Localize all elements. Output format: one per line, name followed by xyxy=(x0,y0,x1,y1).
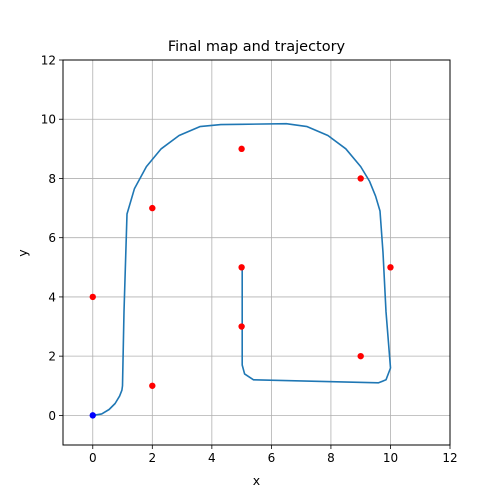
landmark-point xyxy=(238,146,244,152)
y-tick-label: 12 xyxy=(41,54,56,68)
y-tick-label: 0 xyxy=(48,409,56,423)
landmark-point xyxy=(357,353,363,359)
y-tick-label: 6 xyxy=(48,231,56,245)
x-tick-label: 4 xyxy=(208,451,216,465)
y-tick-label: 8 xyxy=(48,172,56,186)
landmark-point xyxy=(149,205,155,211)
y-axis-label: y xyxy=(15,249,30,257)
x-tick-label: 0 xyxy=(89,451,97,465)
x-tick-label: 2 xyxy=(148,451,156,465)
start-point xyxy=(90,412,96,418)
x-tick-label: 8 xyxy=(327,451,335,465)
x-axis-label: x xyxy=(253,473,260,488)
landmark-point xyxy=(357,175,363,181)
x-tick-label: 12 xyxy=(442,451,457,465)
chart-title: Final map and trajectory xyxy=(168,39,346,55)
y-tick-label: 10 xyxy=(41,113,56,127)
landmark-point xyxy=(238,264,244,270)
plot-area xyxy=(63,60,450,445)
landmark-point xyxy=(90,294,96,300)
start-marker xyxy=(90,412,96,418)
x-tick-label: 10 xyxy=(383,451,398,465)
y-tick-label: 4 xyxy=(48,290,56,304)
landmark-point xyxy=(238,323,244,329)
x-tick-label: 6 xyxy=(268,451,276,465)
y-tick-label: 2 xyxy=(48,350,56,364)
landmark-point xyxy=(387,264,393,270)
landmark-point xyxy=(149,383,155,389)
